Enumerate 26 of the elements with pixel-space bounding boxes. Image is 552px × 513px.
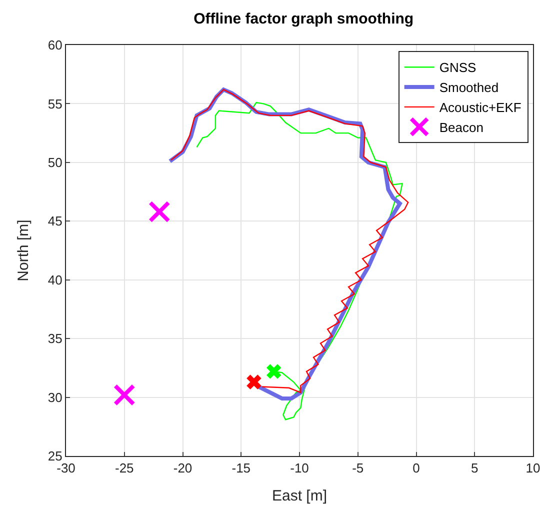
point — [246, 374, 262, 390]
x-tick-label: -5 — [352, 460, 364, 476]
point — [113, 384, 136, 406]
x-tick-label: 5 — [471, 460, 478, 476]
y-tick-label: 35 — [48, 331, 62, 346]
legend-label: GNSS — [439, 60, 476, 76]
point — [148, 200, 170, 223]
chart-title: Offline factor graph smoothing — [194, 10, 414, 28]
y-tick-label: 30 — [48, 390, 62, 405]
y-tick-label: 45 — [48, 214, 62, 229]
x-tick-label: 10 — [526, 460, 540, 476]
x-tick-label: -20 — [173, 460, 192, 476]
y-tick-label: 50 — [48, 154, 62, 170]
x-axis-title: East [m] — [272, 488, 328, 505]
legend-label: Smoothed — [439, 80, 499, 96]
x-tick-label: -15 — [232, 460, 251, 476]
x-tick-label: -25 — [114, 460, 134, 476]
x-tick-label: -10 — [290, 460, 309, 476]
y-tick-label: 40 — [48, 272, 62, 288]
legend-label: Beacon — [439, 120, 484, 135]
y-tick-label: 60 — [48, 38, 62, 53]
y-axis-title: North [m] — [15, 220, 32, 282]
x-tick-label: 0 — [412, 460, 420, 476]
point — [266, 364, 282, 379]
y-tick-label: 55 — [48, 96, 62, 112]
legend-label: Acoustic+EKF — [439, 100, 522, 115]
